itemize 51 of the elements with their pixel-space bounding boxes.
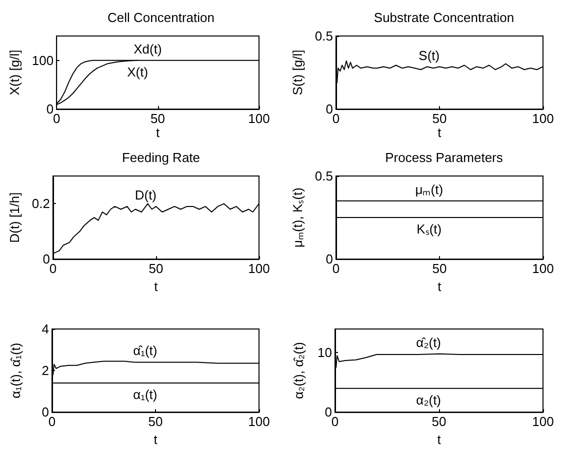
series-label: X(t): [127, 64, 148, 80]
x-tick-label: 100: [248, 261, 270, 276]
series-label: Kₛ(t): [416, 222, 442, 237]
x-tick-label: 100: [248, 111, 270, 126]
x-tick-label: 50: [148, 261, 164, 276]
series-label: μₘ(t): [415, 182, 444, 197]
x-axis-title: t: [156, 125, 160, 140]
y-tick-label: 0: [324, 404, 332, 420]
x-tick-label: 100: [532, 261, 554, 276]
y-tick-label: 0: [326, 252, 333, 267]
chart-title: Substrate Concentration: [374, 10, 514, 25]
series-label: S(t): [418, 48, 440, 64]
x-tick-label: 50: [432, 261, 447, 276]
y-tick-label: 0: [46, 102, 54, 117]
x-axis-title: t: [154, 432, 158, 447]
chart-title: Cell Concentration: [108, 10, 214, 25]
y-tick-label: 4: [42, 322, 49, 336]
x-axis-title: t: [438, 125, 442, 140]
x-axis-title: t: [154, 279, 158, 294]
x-tick-label: 100: [532, 414, 554, 430]
y-axis-title: D(t) [1/h]: [7, 192, 22, 243]
y-tick-label: 0.2: [32, 196, 50, 212]
y-axis-title: μₘ(t), Kₛ(t): [290, 188, 305, 248]
series-label: α₂(t): [416, 392, 442, 408]
x-tick-label: 50: [148, 414, 163, 430]
x-tick-label: 50: [432, 414, 446, 430]
y-tick-label: 0: [42, 252, 50, 267]
y-axis-title: α₂(t), α̂₂(t): [291, 342, 306, 399]
x-tick-label: 50: [150, 111, 166, 126]
y-tick-label: 2: [42, 363, 49, 378]
chart-title: Process Parameters: [385, 150, 504, 165]
chart-title: Feeding Rate: [122, 150, 200, 165]
x-tick-label: 50: [432, 111, 447, 126]
y-tick-label: 0.5: [314, 28, 333, 44]
y-tick-label: 10: [318, 345, 332, 360]
x-tick-label: 100: [248, 414, 270, 430]
y-tick-label: 0.5: [314, 168, 333, 184]
y-axis-title: X(t) [g/l]: [7, 50, 22, 96]
y-axis-title: S(t) [g/l]: [290, 50, 305, 96]
y-tick-label: 100: [32, 52, 54, 68]
y-axis-title: α₁(t), α̂₁(t): [8, 342, 23, 398]
series-label: Xd(t): [134, 41, 162, 56]
y-tick-label: 0: [326, 102, 333, 117]
x-axis-title: t: [438, 279, 442, 294]
series-label: α̂₁(t): [133, 343, 158, 358]
x-tick-label: 100: [532, 111, 554, 126]
y-tick-label: 0: [42, 404, 49, 420]
series-label: α₁(t): [133, 387, 158, 402]
series-label: α̂₂(t): [416, 335, 442, 350]
x-axis-title: t: [437, 432, 442, 447]
series-label: D(t): [134, 187, 157, 202]
